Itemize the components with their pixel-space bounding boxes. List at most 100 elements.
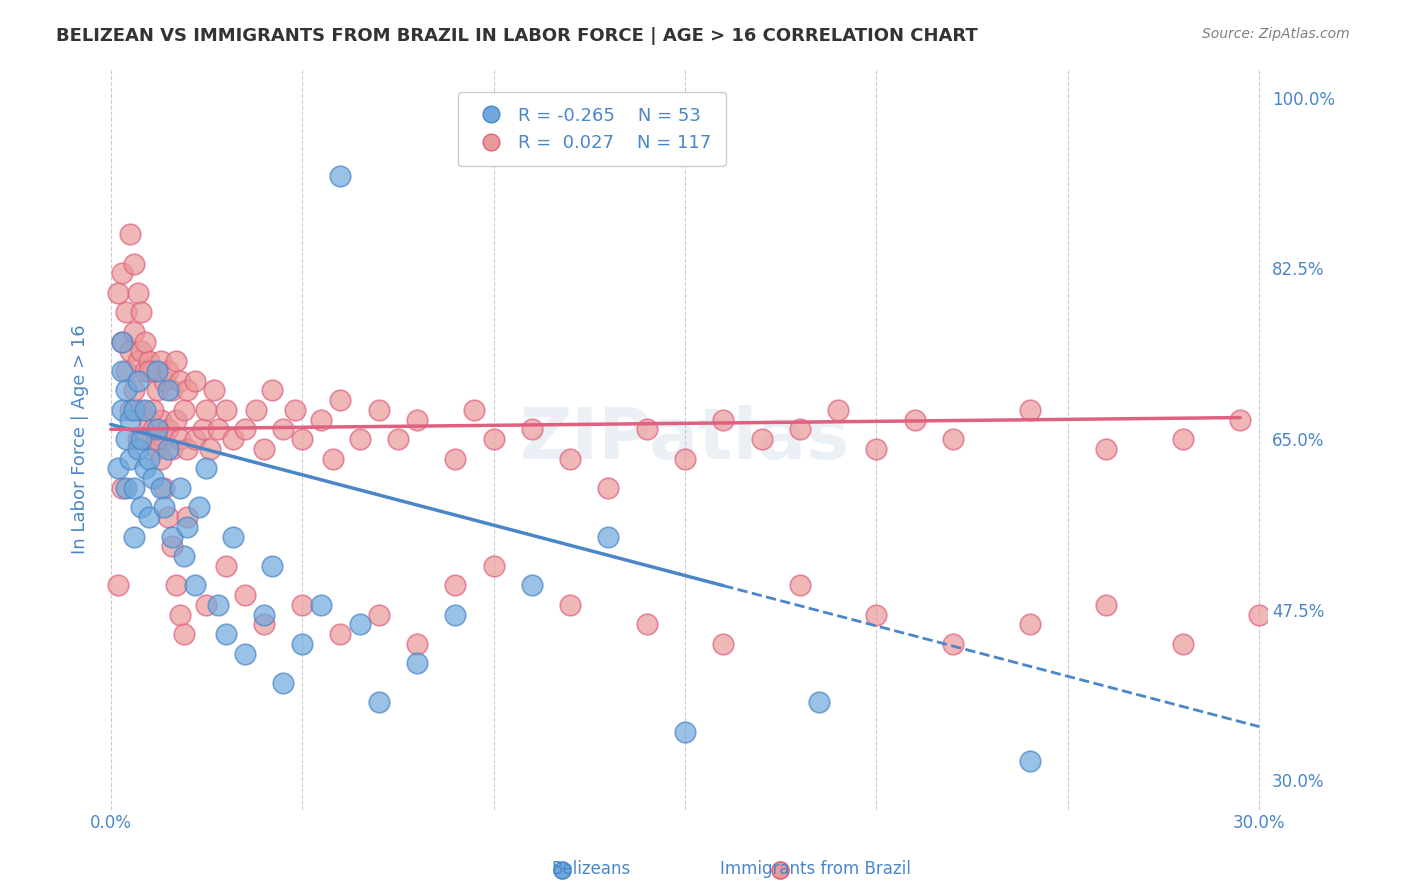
Point xyxy=(115,432,138,446)
Point xyxy=(387,432,409,446)
Point xyxy=(165,354,187,368)
Point xyxy=(865,442,887,456)
Point xyxy=(1171,637,1194,651)
Point xyxy=(111,266,134,280)
Point xyxy=(367,402,389,417)
Point xyxy=(406,412,429,426)
Point xyxy=(673,724,696,739)
Point xyxy=(184,578,207,592)
Point xyxy=(131,305,153,319)
Point xyxy=(551,863,574,877)
Point xyxy=(111,402,134,417)
Point xyxy=(131,344,153,359)
Point xyxy=(214,558,236,573)
Point xyxy=(176,442,198,456)
Point xyxy=(131,500,153,515)
Point xyxy=(827,402,849,417)
Point xyxy=(184,432,207,446)
Point xyxy=(169,432,191,446)
Point xyxy=(942,432,965,446)
Point xyxy=(598,481,620,495)
Point xyxy=(165,412,187,426)
Point xyxy=(187,500,209,515)
Point xyxy=(560,598,582,612)
Point xyxy=(406,657,429,671)
Point xyxy=(115,364,138,378)
Text: Source: ZipAtlas.com: Source: ZipAtlas.com xyxy=(1202,27,1350,41)
Point xyxy=(283,402,305,417)
Point xyxy=(138,354,160,368)
Point xyxy=(165,578,187,592)
Point xyxy=(149,412,172,426)
Point xyxy=(598,529,620,543)
Point xyxy=(520,422,543,436)
Point xyxy=(176,510,198,524)
Point xyxy=(271,422,294,436)
Point xyxy=(134,461,156,475)
Point xyxy=(1018,754,1040,768)
Point xyxy=(520,578,543,592)
Point xyxy=(200,442,222,456)
Point xyxy=(127,285,149,300)
Point xyxy=(865,607,887,622)
Point xyxy=(463,402,485,417)
Point xyxy=(122,529,145,543)
Point xyxy=(214,627,236,641)
Point xyxy=(214,402,236,417)
Point xyxy=(142,364,165,378)
Point xyxy=(169,374,191,388)
Text: ZIPatlas: ZIPatlas xyxy=(520,405,851,474)
Point xyxy=(122,256,145,270)
Point xyxy=(636,617,658,632)
Point xyxy=(122,384,145,398)
Point xyxy=(808,695,831,709)
Point xyxy=(122,481,145,495)
Point xyxy=(711,412,734,426)
Point xyxy=(1249,607,1271,622)
Text: BELIZEAN VS IMMIGRANTS FROM BRAZIL IN LABOR FORCE | AGE > 16 CORRELATION CHART: BELIZEAN VS IMMIGRANTS FROM BRAZIL IN LA… xyxy=(56,27,979,45)
Point xyxy=(444,578,467,592)
Point xyxy=(149,481,172,495)
Point xyxy=(153,500,176,515)
Point xyxy=(207,598,229,612)
Point xyxy=(160,529,183,543)
Point xyxy=(138,510,160,524)
Point xyxy=(260,384,283,398)
Point xyxy=(271,675,294,690)
Point xyxy=(127,432,149,446)
Point xyxy=(942,637,965,651)
Point xyxy=(107,578,129,592)
Point xyxy=(169,481,191,495)
Point xyxy=(195,598,218,612)
Point xyxy=(107,285,129,300)
Point xyxy=(157,422,180,436)
Point xyxy=(173,627,195,641)
Point xyxy=(195,402,218,417)
Point xyxy=(444,607,467,622)
Point xyxy=(134,334,156,349)
Point xyxy=(169,607,191,622)
Point xyxy=(118,227,141,242)
Point xyxy=(157,510,180,524)
Point xyxy=(311,598,333,612)
Point xyxy=(202,384,225,398)
Point xyxy=(142,471,165,485)
Point xyxy=(260,558,283,573)
Point xyxy=(111,481,134,495)
Point xyxy=(131,432,153,446)
Point xyxy=(291,432,314,446)
Point xyxy=(160,384,183,398)
Point xyxy=(127,442,149,456)
Point xyxy=(115,305,138,319)
Point xyxy=(111,334,134,349)
Point xyxy=(195,461,218,475)
Point xyxy=(149,451,172,466)
Point xyxy=(176,384,198,398)
Point xyxy=(138,451,160,466)
Point xyxy=(1095,598,1118,612)
Point xyxy=(118,412,141,426)
Point xyxy=(233,588,256,602)
Point xyxy=(191,422,214,436)
Point xyxy=(253,607,276,622)
Point xyxy=(207,422,229,436)
